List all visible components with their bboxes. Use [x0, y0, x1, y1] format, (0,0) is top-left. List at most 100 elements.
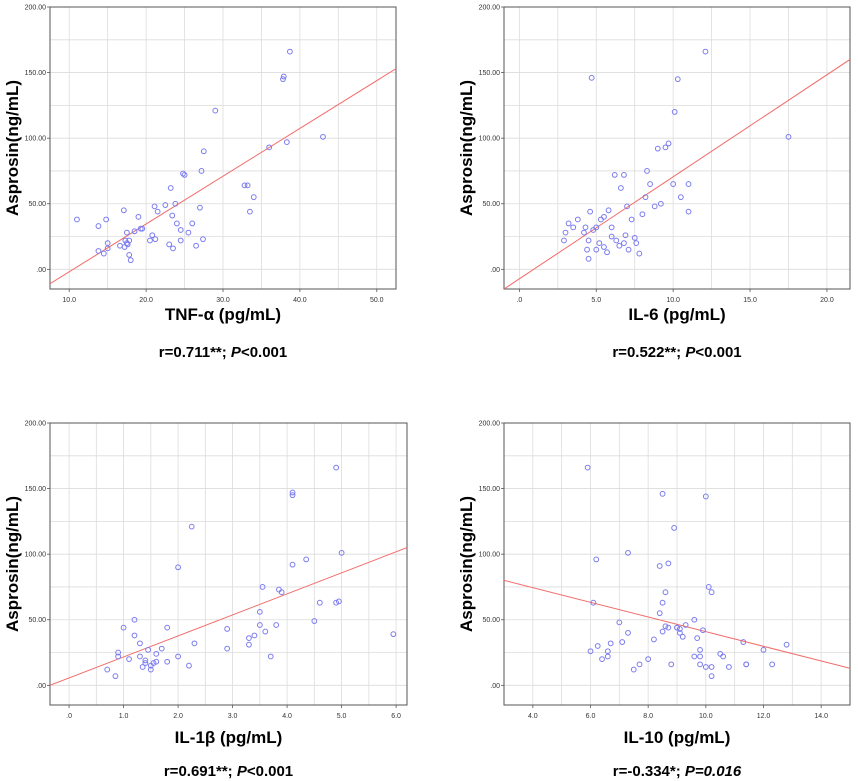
plot-frame: [503, 6, 851, 290]
data-point: [142, 657, 149, 664]
x-tick-label: 40.0: [293, 297, 307, 304]
y-tick-label: 200.00: [25, 5, 47, 12]
data-point: [390, 631, 397, 638]
y-tick-label: .00: [36, 267, 46, 274]
data-point: [246, 641, 252, 648]
data-points: [74, 48, 326, 264]
data-point: [191, 640, 198, 647]
data-point: [613, 237, 620, 244]
stat-p-label: P: [685, 763, 696, 780]
data-point: [702, 48, 709, 55]
data-point: [147, 237, 153, 244]
y-axis-title: Asprosin(ng/mL): [457, 80, 476, 216]
data-point: [200, 148, 207, 155]
data-point: [126, 656, 132, 662]
data-point: [631, 234, 638, 241]
data-point: [259, 584, 266, 590]
stat-r-value: r=0.691**;: [164, 763, 237, 780]
data-point: [266, 144, 273, 151]
y-tick-label: 50.00: [28, 617, 46, 624]
correlation-stat: r=0.711**; P<0.001: [159, 344, 287, 361]
data-point: [621, 171, 627, 178]
data-point: [224, 626, 231, 632]
data-point: [668, 661, 675, 668]
data-point: [127, 257, 134, 264]
data-point: [617, 185, 624, 191]
data-point: [676, 629, 683, 636]
data-point: [604, 653, 611, 660]
data-point: [656, 563, 663, 569]
y-tick-label: 200.00: [25, 421, 47, 428]
x-tick-label: 20.0: [820, 297, 834, 304]
data-point: [694, 635, 701, 642]
data-point: [273, 622, 280, 628]
data-point: [74, 216, 80, 223]
data-point: [702, 664, 709, 670]
data-point: [289, 561, 296, 568]
x-tick-label: 3.0: [228, 713, 238, 720]
data-point: [570, 224, 577, 231]
data-point: [164, 624, 171, 631]
x-tick-label: .0: [516, 297, 522, 304]
fit-line: [50, 547, 407, 686]
data-point: [256, 608, 263, 615]
data-point: [95, 248, 102, 254]
y-tick-label: .00: [490, 267, 500, 274]
chart-panel-4: 4.0 6.0 8.0 10.0 12.0 14.0 .00 50.00 100.00 150.0…: [457, 421, 851, 780]
data-point: [247, 208, 253, 215]
data-point: [659, 490, 666, 497]
data-point: [188, 523, 195, 530]
data-point: [153, 658, 160, 665]
data-point: [665, 560, 672, 567]
data-point: [605, 207, 612, 214]
data-point: [180, 170, 186, 177]
data-point: [100, 250, 107, 257]
data-point: [625, 629, 631, 636]
data-point: [193, 242, 199, 249]
x-tick-label: 4.0: [282, 713, 292, 720]
data-point: [95, 223, 102, 229]
data-point: [670, 181, 677, 187]
data-point: [685, 181, 692, 187]
data-point: [167, 185, 174, 191]
data-point: [685, 208, 692, 215]
data-point: [582, 224, 589, 231]
data-point: [691, 616, 698, 623]
data-point: [594, 643, 601, 649]
data-point: [785, 133, 792, 140]
correlation-stat: r=0.691**; P<0.001: [164, 763, 293, 780]
data-point: [158, 645, 165, 652]
data-point: [671, 525, 678, 531]
data-point: [280, 76, 286, 83]
stat-p-value: <0.001: [241, 344, 287, 361]
gridlines: [50, 7, 396, 289]
data-point: [628, 216, 635, 223]
data-point: [599, 656, 605, 662]
data-point: [588, 74, 595, 81]
y-axis-title: Asprosin(ng/mL): [3, 80, 22, 216]
data-point: [135, 213, 142, 220]
data-point: [246, 635, 252, 642]
y-tick-label: 100.00: [25, 136, 47, 143]
x-tick-label: 8.0: [643, 713, 653, 720]
data-point: [162, 202, 169, 208]
data-point: [278, 589, 285, 596]
data-point: [177, 227, 184, 233]
y-tick-label: 200.00: [479, 5, 501, 12]
data-point: [769, 661, 776, 668]
data-point: [662, 623, 669, 630]
data-point: [286, 48, 293, 55]
data-point: [697, 653, 703, 660]
data-point: [283, 139, 290, 145]
chart-panel-1: 10.0 20.0 30.0 40.0 50.0 .00 50.00 100.00 150.00…: [3, 5, 397, 361]
data-point: [164, 658, 171, 665]
x-tick-label: 1.0: [119, 713, 129, 720]
gridlines: [50, 423, 407, 705]
y-tick-label: 50.00: [28, 201, 46, 208]
data-point: [311, 618, 318, 624]
x-tick-label: .0: [66, 713, 72, 720]
data-point: [177, 237, 184, 244]
data-point: [316, 599, 323, 606]
x-tick-label: 5.0: [337, 713, 347, 720]
stat-p-value: <0.001: [247, 763, 293, 780]
